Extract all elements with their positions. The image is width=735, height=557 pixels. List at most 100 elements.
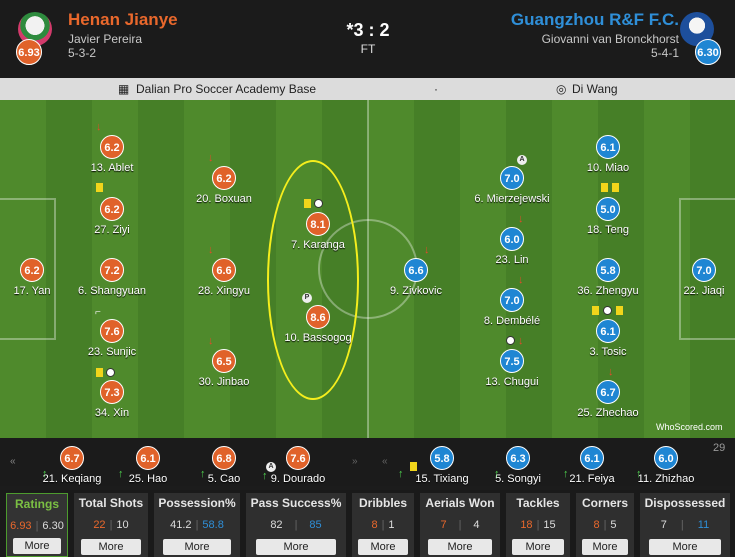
away-sub[interactable]: 6.0 11. Zhizhao	[616, 446, 716, 485]
info-separator: ·	[434, 82, 438, 96]
away-player[interactable]: 6.0 23. Lin	[462, 227, 562, 266]
away-player[interactable]: 7.0 8. Dembélé	[462, 288, 562, 327]
stat-away-value: 6.30	[42, 520, 64, 532]
away-player[interactable]: 6.7 25. Zhechao	[558, 380, 658, 419]
away-sub[interactable]: 6.3 5. Songyi	[468, 446, 568, 485]
more-button[interactable]: More	[649, 539, 721, 555]
highlight-ellipse	[267, 160, 359, 400]
arrow-up-icon: ↑	[398, 468, 404, 480]
stat-values: 8 | 5	[593, 519, 617, 531]
home-player[interactable]: 8.6 10. Bassogog	[268, 305, 368, 344]
home-sub[interactable]: 6.8 5. Cao	[174, 446, 274, 485]
player-name: 17. Yan	[13, 285, 51, 297]
home-sub[interactable]: 6.1 25. Hao	[98, 446, 198, 485]
away-penalty-box	[679, 198, 735, 340]
stat-away-value: 11	[697, 519, 710, 531]
stat-away-value: 1	[388, 519, 395, 531]
player-name: 10. Miao	[586, 162, 630, 174]
stat-title: Total Shots	[78, 496, 144, 510]
stat-dispossessed[interactable]: Dispossessed 7 | 11 More	[640, 493, 730, 557]
player-rating: 6.6	[212, 258, 236, 282]
home-team-name[interactable]: Henan Jianye	[68, 10, 178, 29]
player-rating: 7.6	[100, 319, 124, 343]
player-name: 22. Jiaqi	[683, 285, 725, 297]
player-name: 23. Sunjic	[87, 346, 137, 358]
away-formation: 5-4-1	[650, 46, 679, 60]
stat-home-value: 18	[520, 519, 533, 531]
chevron-left-icon[interactable]: «	[10, 456, 16, 467]
away-player[interactable]: 7.5 13. Chugui	[462, 349, 562, 388]
player-rating: 6.8	[212, 446, 236, 470]
away-player[interactable]: 7.0 22. Jiaqi	[654, 258, 735, 297]
stat-home-value: 41.2	[170, 519, 192, 531]
stat-corners[interactable]: Corners 8 | 5 More	[576, 493, 634, 557]
away-sub[interactable]: 5.8 15. Tixiang	[392, 446, 492, 485]
player-rating: 5.8	[596, 258, 620, 282]
stat-dribbles[interactable]: Dribbles 8 | 1 More	[352, 493, 414, 557]
more-button[interactable]: More	[13, 538, 61, 554]
home-player[interactable]: 7.6 23. Sunjic	[62, 319, 162, 358]
more-button[interactable]: More	[428, 539, 492, 555]
stat-home-value: 6.93	[10, 520, 32, 532]
home-player[interactable]: 7.3 34. Xin	[62, 380, 162, 419]
penalty-icon: P	[302, 291, 312, 303]
away-player[interactable]: 6.1 3. Tosic	[558, 319, 658, 358]
player-rating: 6.1	[580, 446, 604, 470]
home-player[interactable]: 7.2 6. Shangyuan	[62, 258, 162, 297]
stat-values: 7 | 11	[660, 519, 710, 531]
player-rating: 5.8	[430, 446, 454, 470]
player-name: 15. Tixiang	[415, 473, 469, 485]
player-name: 5. Songyi	[495, 473, 541, 485]
home-player[interactable]: 6.2 27. Ziyi	[62, 197, 162, 236]
more-button[interactable]: More	[358, 539, 408, 555]
ball-icon	[603, 306, 612, 318]
away-player[interactable]: 7.0 6. Mierzejewski	[462, 166, 562, 205]
chevron-left-icon[interactable]: «	[382, 456, 388, 467]
stat-aerials-won[interactable]: Aerials Won 7 | 4 More	[420, 493, 500, 557]
more-button[interactable]: More	[512, 539, 564, 555]
home-sub[interactable]: 6.7 21. Keqiang	[22, 446, 122, 485]
away-player[interactable]: 6.1 10. Miao	[558, 135, 658, 174]
home-player[interactable]: 6.5 30. Jinbao	[174, 349, 274, 388]
referee: Di Wang	[572, 82, 618, 96]
pitch: 6.2 17. Yan 6.2 13. Ablet 6.2 27. Ziyi 7…	[0, 100, 735, 438]
yellow-card-icon	[96, 183, 103, 195]
more-button[interactable]: More	[256, 539, 336, 555]
stat-ratings[interactable]: Ratings 6.93 | 6.30 More	[6, 493, 68, 557]
home-player[interactable]: 6.2 13. Ablet	[62, 135, 162, 174]
more-button[interactable]: More	[581, 539, 629, 555]
away-player[interactable]: 5.8 36. Zhengyu	[558, 258, 658, 297]
arrow-up-icon: ↑	[563, 468, 569, 480]
home-player[interactable]: 6.2 20. Boxuan	[174, 166, 274, 205]
player-rating: 6.2	[20, 258, 44, 282]
player-name: 13. Ablet	[90, 162, 134, 174]
captain-icon: A	[517, 153, 527, 165]
away-team-name[interactable]: Guangzhou R&F F.C.	[510, 10, 679, 29]
player-rating: 8.1	[306, 212, 330, 236]
home-player[interactable]: 8.1 7. Karanga	[268, 212, 368, 251]
stat-possession[interactable]: Possession% 41.2 | 58.8 More	[154, 493, 240, 557]
player-rating: 6.2	[100, 197, 124, 221]
whoscored-logo[interactable]: WhoScored.com	[656, 422, 723, 432]
stat-values: 82 | 85	[270, 519, 322, 531]
stat-home-value: 82	[270, 519, 283, 531]
home-sub[interactable]: 7.6 9. Dourado	[248, 446, 348, 485]
player-name: 9. Zivkovic	[390, 285, 442, 297]
away-sub[interactable]: 6.1 21. Feiya	[542, 446, 642, 485]
home-player[interactable]: 6.6 28. Xingyu	[174, 258, 274, 297]
chevron-right-icon[interactable]: »	[352, 456, 358, 467]
home-player[interactable]: 6.2 17. Yan	[0, 258, 82, 297]
stat-pass-success[interactable]: Pass Success% 82 | 85 More	[246, 493, 346, 557]
player-rating: 5.0	[596, 197, 620, 221]
home-penalty-box	[0, 198, 56, 340]
more-button[interactable]: More	[81, 539, 141, 555]
stat-home-value: 22	[93, 519, 106, 531]
stat-tackles[interactable]: Tackles 18 | 15 More	[506, 493, 570, 557]
player-name: 7. Karanga	[291, 239, 345, 251]
away-player[interactable]: 6.6 9. Zivkovic	[366, 258, 466, 297]
player-name: 36. Zhengyu	[577, 285, 639, 297]
sub-marker-icon: ⌐	[95, 307, 101, 318]
away-player[interactable]: 5.0 18. Teng	[558, 197, 658, 236]
stat-total-shots[interactable]: Total Shots 22 | 10 More	[74, 493, 148, 557]
more-button[interactable]: More	[162, 539, 232, 555]
